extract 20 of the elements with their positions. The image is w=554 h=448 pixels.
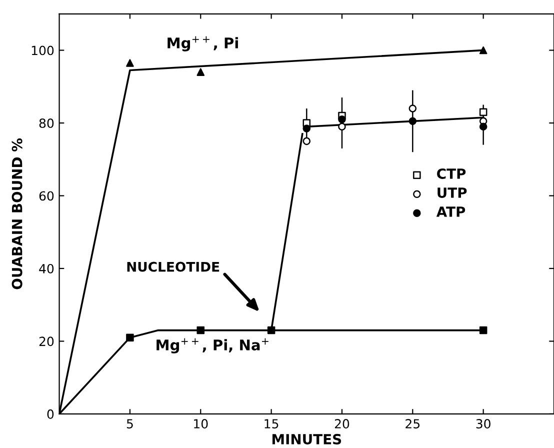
x-tick-label: 10 [194, 419, 208, 428]
annotation: NUCLEOTIDE [127, 262, 220, 272]
y-tick-label: 60 [39, 191, 54, 201]
x-axis-title: MINUTES [272, 434, 342, 444]
y-tick-label: 100 [32, 46, 54, 56]
y-tick-label: 20 [39, 336, 54, 346]
y-tick-label: 40 [39, 264, 54, 274]
x-tick-label: 15 [264, 419, 278, 428]
annotation: Mg$^{++}$, Pi, Na$^{+}$ [156, 338, 268, 354]
annotation: Mg$^{++}$, Pi [168, 36, 238, 52]
x-tick-label: 30 [476, 419, 490, 428]
legend-label: ATP [436, 206, 466, 217]
legend-label: CTP [437, 168, 466, 179]
y-axis-title: OUABAIN BOUND % [12, 138, 22, 290]
x-tick-label: 20 [334, 419, 350, 428]
x-tick-label: 5 [126, 419, 133, 428]
legend-label: UTP [438, 188, 467, 198]
y-tick-label: 80 [39, 118, 54, 128]
x-tick-label: 25 [406, 419, 420, 428]
y-tick-label: 0 [47, 409, 54, 419]
